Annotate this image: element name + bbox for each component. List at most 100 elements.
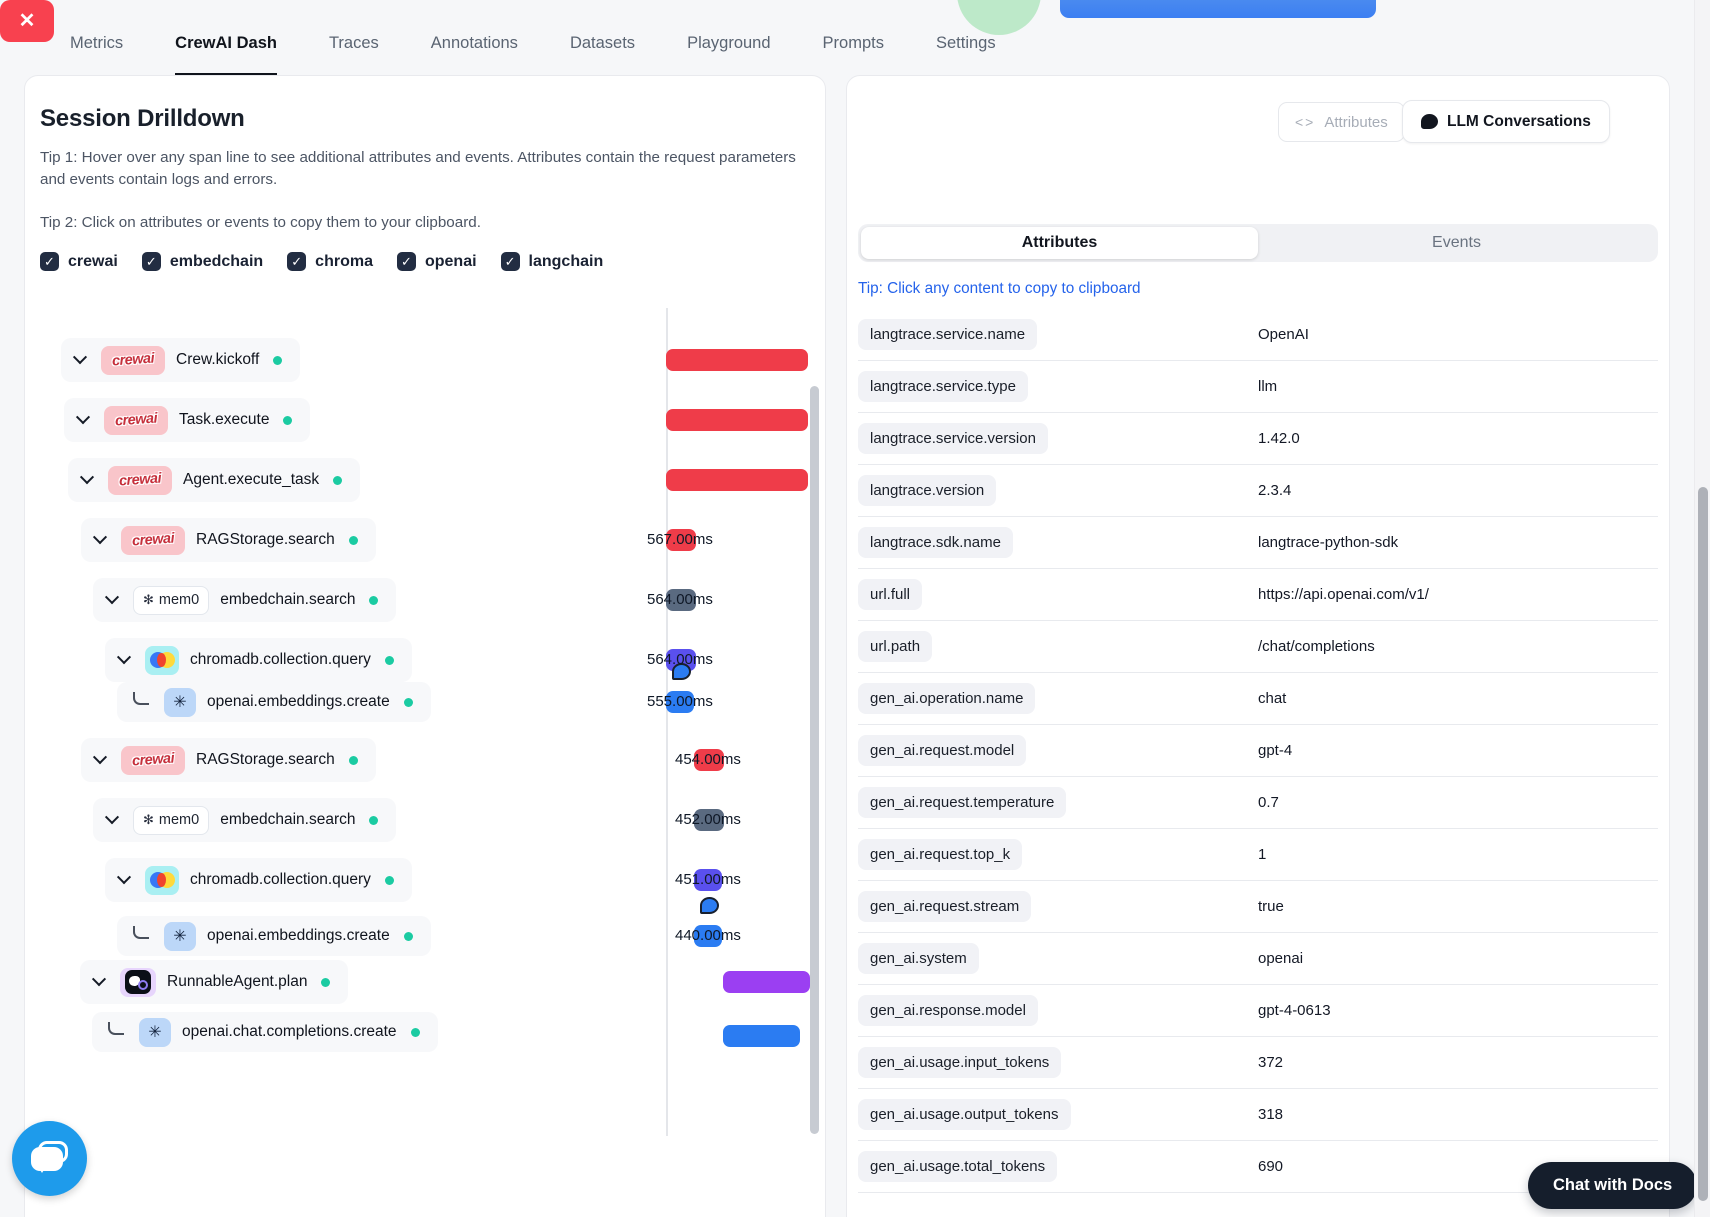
tab-metrics[interactable]: Metrics [70, 34, 124, 52]
span-bar-openai-chat[interactable] [723, 1025, 800, 1047]
tab-crewai-dash[interactable]: CrewAI Dash [175, 34, 277, 75]
attribute-value[interactable]: gpt-4-0613 [1258, 1002, 1331, 1019]
filter-label: crewai [68, 252, 118, 270]
span-bar-ragstorage-2[interactable] [694, 749, 724, 771]
span-row-openai-embeddings-1[interactable]: ✳ openai.embeddings.create [117, 682, 431, 722]
span-bar-task-execute[interactable] [666, 409, 808, 431]
filter-crewai: ✓ crewai [40, 252, 118, 271]
chevron-down-icon[interactable] [91, 972, 107, 987]
llm-conversations-button[interactable]: LLM Conversations [1402, 100, 1610, 143]
chevron-down-icon[interactable] [92, 750, 108, 765]
attribute-key[interactable]: langtrace.service.type [858, 371, 1028, 402]
attribute-key[interactable]: langtrace.version [858, 475, 997, 506]
attribute-key[interactable]: gen_ai.request.stream [858, 891, 1032, 922]
span-row-openai-chat-completions[interactable]: ✳ openai.chat.completions.create [92, 1012, 438, 1052]
attribute-value[interactable]: langtrace-python-sdk [1258, 534, 1399, 551]
attribute-value[interactable]: 1 [1258, 846, 1267, 863]
span-bar-embedchain-1[interactable] [666, 589, 696, 611]
attribute-value[interactable]: 372 [1258, 1054, 1284, 1071]
chevron-down-icon[interactable] [72, 350, 88, 365]
span-row-agent-execute-task[interactable]: crewai Agent.execute_task [68, 458, 361, 502]
chevron-down-icon[interactable] [104, 810, 120, 825]
attribute-value[interactable]: llm [1258, 378, 1278, 395]
attribute-key[interactable]: gen_ai.request.model [858, 735, 1027, 766]
checkbox-langchain[interactable]: ✓ [500, 252, 520, 271]
attribute-value[interactable]: 1.42.0 [1258, 430, 1300, 447]
checkbox-crewai[interactable]: ✓ [40, 252, 59, 271]
attribute-value[interactable]: chat [1258, 690, 1287, 707]
mem0-logo-icon: ✻ mem0 [133, 805, 210, 835]
attribute-key[interactable]: gen_ai.usage.output_tokens [858, 1099, 1071, 1130]
tab-settings[interactable]: Settings [935, 34, 996, 52]
chevron-down-icon[interactable] [75, 410, 91, 425]
timeline-scrollbar[interactable] [810, 386, 819, 1134]
span-row-runnableagent-plan[interactable]: RunnableAgent.plan [80, 960, 349, 1004]
span-name: Task.execute [179, 411, 270, 428]
attribute-key[interactable]: langtrace.service.version [858, 423, 1048, 454]
chevron-down-icon[interactable] [116, 870, 132, 885]
span-row-embedchain-search-1[interactable]: ✻ mem0 embedchain.search [93, 578, 397, 622]
attribute-value[interactable]: 690 [1258, 1158, 1284, 1175]
attributes-code-button[interactable]: <> Attributes [1278, 102, 1405, 142]
attribute-value[interactable]: /chat/completions [1258, 638, 1375, 655]
filter-langchain: ✓ langchain [500, 252, 603, 271]
span-bar-chromadb-2[interactable] [694, 869, 722, 891]
attribute-key[interactable]: gen_ai.usage.input_tokens [858, 1047, 1062, 1078]
checkbox-chroma[interactable]: ✓ [287, 252, 307, 271]
attribute-key[interactable]: gen_ai.request.temperature [858, 787, 1067, 818]
tab-playground[interactable]: Playground [687, 34, 771, 52]
attribute-key[interactable]: gen_ai.system [858, 943, 979, 974]
attribute-key[interactable]: gen_ai.response.model [858, 995, 1038, 1026]
span-row-openai-embeddings-2[interactable]: ✳ openai.embeddings.create [117, 916, 431, 956]
attribute-key[interactable]: langtrace.sdk.name [858, 527, 1013, 558]
span-row-crew-kickoff[interactable]: crewai Crew.kickoff [61, 338, 301, 382]
page-scrollbar-thumb[interactable] [1698, 487, 1708, 1201]
span-bar-embedchain-2[interactable] [694, 809, 724, 831]
attribute-value[interactable]: 318 [1258, 1106, 1284, 1123]
attribute-value[interactable]: https://api.openai.com/v1/ [1258, 586, 1429, 603]
attribute-value[interactable]: true [1258, 898, 1284, 915]
span-bar-openai-embeddings-1[interactable] [666, 691, 694, 713]
chevron-down-icon[interactable] [116, 650, 132, 665]
chevron-down-icon[interactable] [92, 530, 108, 545]
chevron-down-icon[interactable] [104, 590, 120, 605]
span-bar-agent-execute-task[interactable] [666, 469, 808, 491]
chevron-down-icon[interactable] [79, 470, 95, 485]
span-bar-crew-kickoff[interactable] [666, 349, 808, 371]
span-name: embedchain.search [220, 811, 356, 828]
tab-annotations[interactable]: Annotations [430, 34, 518, 52]
chat-with-docs-button[interactable]: Chat with Docs [1528, 1162, 1698, 1209]
attribute-value[interactable]: openai [1258, 950, 1304, 967]
span-bar-openai-embeddings-2[interactable] [694, 925, 722, 947]
credits-button[interactable]: Get more FREE credits for feedback → [1060, 0, 1376, 18]
close-button[interactable]: ✕ [0, 0, 54, 42]
tab-datasets[interactable]: Datasets [569, 34, 636, 52]
span-row-chromadb-query-1[interactable]: chromadb.collection.query [105, 638, 412, 682]
attribute-key[interactable]: gen_ai.operation.name [858, 683, 1036, 714]
span-bar-ragstorage-1[interactable] [666, 529, 696, 551]
tab-events[interactable]: Events [1432, 234, 1481, 251]
checkbox-openai[interactable]: ✓ [396, 252, 416, 271]
chat-widget-button[interactable] [12, 1121, 87, 1196]
checkbox-embedchain[interactable]: ✓ [141, 252, 161, 271]
tab-traces[interactable]: Traces [328, 34, 379, 52]
attribute-key[interactable]: gen_ai.request.top_k [858, 839, 1023, 870]
tab-attributes[interactable]: Attributes [861, 227, 1258, 259]
attribute-value[interactable]: 2.3.4 [1258, 482, 1292, 499]
span-row-embedchain-search-2[interactable]: ✻ mem0 embedchain.search [93, 798, 397, 842]
span-bar-runnableagent-plan[interactable] [723, 971, 810, 993]
span-row-task-execute[interactable]: crewai Task.execute [64, 398, 311, 442]
attribute-key[interactable]: url.full [858, 579, 923, 610]
attribute-key[interactable]: langtrace.service.name [858, 319, 1038, 350]
span-row-ragstorage-search-1[interactable]: crewai RAGStorage.search [81, 518, 376, 562]
attribute-key[interactable]: gen_ai.usage.total_tokens [858, 1151, 1058, 1182]
attribute-value[interactable]: OpenAI [1258, 326, 1309, 343]
attribute-value[interactable]: gpt-4 [1258, 742, 1293, 759]
attribute-key[interactable]: url.path [858, 631, 933, 662]
attribute-value[interactable]: 0.7 [1258, 794, 1279, 811]
span-row-chromadb-query-2[interactable]: chromadb.collection.query [105, 858, 412, 902]
tab-prompts[interactable]: Prompts [822, 34, 884, 52]
avatar[interactable] [957, 0, 1041, 35]
copy-tip-link[interactable]: Tip: Click any content to copy to clipbo… [858, 280, 1141, 297]
span-row-ragstorage-search-2[interactable]: crewai RAGStorage.search [81, 738, 376, 782]
